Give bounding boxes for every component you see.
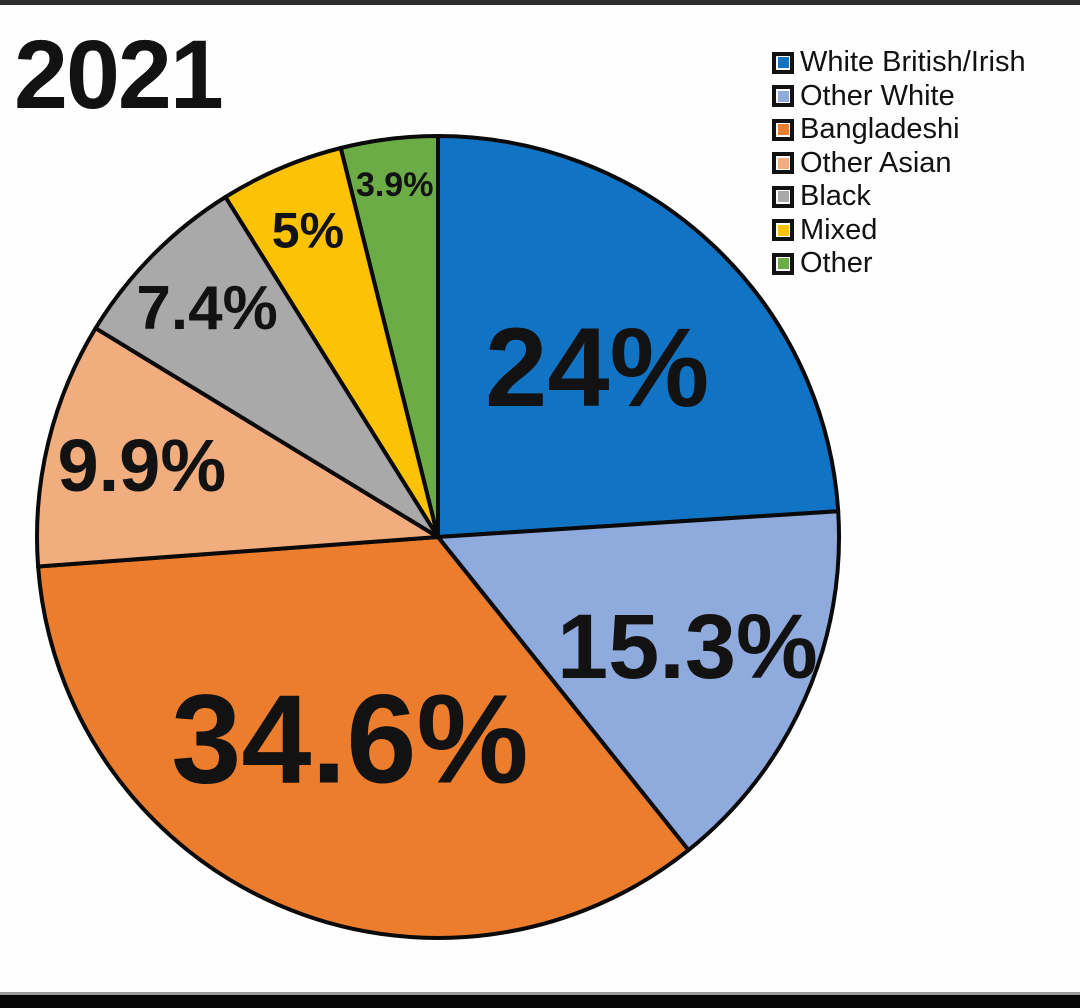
chart-title: 2021 bbox=[14, 20, 224, 129]
pie-value-label-black: 7.4% bbox=[136, 274, 277, 343]
legend-item-bangladeshi: Bangladeshi bbox=[772, 113, 1026, 147]
legend-item-other-asian: Other Asian bbox=[772, 147, 1026, 181]
pie-value-label-white-british-irish: 24% bbox=[485, 305, 709, 430]
legend-label: Black bbox=[800, 180, 871, 213]
legend-label: Bangladeshi bbox=[800, 113, 960, 146]
legend-swatch-fill bbox=[777, 258, 789, 270]
pie-slice-black bbox=[93, 195, 440, 539]
legend: White British/Irish Other White Bangladesh… bbox=[772, 46, 1026, 281]
pie-value-label-bangladeshi: 34.6% bbox=[171, 669, 528, 810]
legend-swatch-fill bbox=[777, 90, 789, 102]
legend-swatch-fill bbox=[777, 191, 789, 203]
legend-swatch-fill bbox=[777, 224, 789, 236]
pie-value-label-mixed: 5% bbox=[272, 203, 344, 259]
legend-swatch-icon bbox=[772, 252, 794, 275]
pie-value-label-other-white: 15.3% bbox=[557, 596, 818, 698]
legend-swatch-fill bbox=[777, 57, 789, 69]
pie-slice-bangladeshi bbox=[36, 535, 691, 940]
legend-label: Other Asian bbox=[800, 146, 952, 179]
legend-item-mixed: Mixed bbox=[772, 214, 1026, 248]
legend-label: Other bbox=[800, 247, 873, 280]
bottom-strip-divider bbox=[0, 992, 1080, 995]
pie-slice-other bbox=[338, 134, 440, 539]
pie-slice-other-asian bbox=[35, 326, 440, 569]
legend-item-black: Black bbox=[772, 180, 1026, 214]
pie-slice-white-british-irish bbox=[436, 134, 841, 539]
legend-swatch-icon bbox=[772, 85, 794, 108]
top-letterbox-strip bbox=[0, 0, 1080, 5]
legend-item-white-british-irish: White British/Irish bbox=[772, 46, 1026, 80]
pie-value-label-other: 3.9% bbox=[356, 166, 434, 204]
legend-swatch-icon bbox=[772, 219, 794, 242]
legend-label: Mixed bbox=[800, 213, 878, 246]
legend-item-other: Other bbox=[772, 247, 1026, 281]
pie-slice-other-white bbox=[436, 509, 841, 853]
legend-swatch-icon bbox=[772, 185, 794, 208]
legend-item-other-white: Other White bbox=[772, 80, 1026, 114]
bottom-letterbox-strip bbox=[0, 995, 1080, 1008]
legend-swatch-fill bbox=[777, 124, 789, 136]
legend-label: Other White bbox=[800, 79, 955, 112]
legend-label: White British/Irish bbox=[800, 46, 1026, 79]
legend-swatch-icon bbox=[772, 51, 794, 74]
legend-swatch-icon bbox=[772, 118, 794, 141]
legend-swatch-icon bbox=[772, 152, 794, 175]
pie-value-label-other-asian: 9.9% bbox=[57, 424, 226, 507]
legend-swatch-fill bbox=[777, 157, 789, 169]
